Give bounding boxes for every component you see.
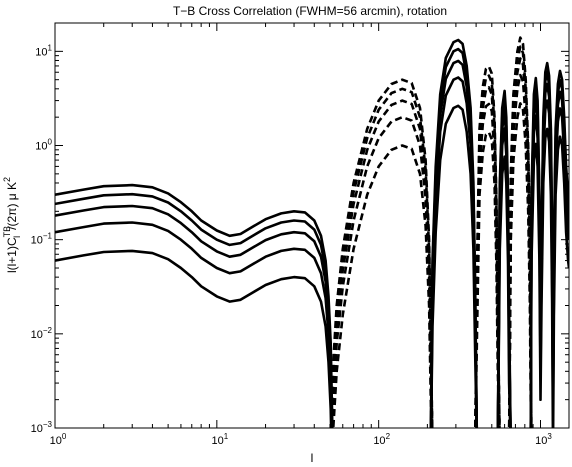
- series-3-segment-2: [330, 99, 434, 428]
- x-tick-label: 100: [50, 432, 67, 447]
- series-1-segment-2: [330, 78, 434, 428]
- chart-title: T−B Cross Correlation (FWHM=56 arcmin), …: [173, 4, 447, 18]
- series-5-segment-2: [331, 144, 434, 428]
- y-axis-label-tail-sup: 2: [2, 177, 12, 182]
- y-axis-label: l(l+1)CTBl /(2π) μ K2: [2, 177, 22, 273]
- y-tick-label: 10−3: [31, 420, 53, 435]
- y-axis-label-tail: /(2π) μ K: [5, 182, 19, 230]
- y-tick-label: 100: [35, 138, 52, 153]
- y-axis-label-sup: TB: [2, 226, 12, 238]
- series-5-segment-7: [529, 127, 569, 428]
- series-5-segment-1: [55, 249, 333, 428]
- series-layer: [55, 36, 569, 428]
- y-axis-label-base: l(l+1)C: [5, 237, 19, 273]
- y-axis-label-sub: l: [12, 236, 22, 238]
- plot-frame: [54, 22, 570, 429]
- y-tick-label: 101: [35, 43, 52, 58]
- y-tick-label: 10−1: [31, 232, 53, 247]
- series-5-segment-6: [507, 102, 533, 428]
- series-5-segment-5: [496, 155, 512, 428]
- series-3-segment-6: [507, 57, 533, 428]
- x-tick-label: 102: [373, 432, 390, 447]
- ticks-layer: 100 101 102 103 10−3 10−2 10−1 100 101: [31, 22, 569, 447]
- series-4-segment-1: [55, 221, 333, 428]
- series-3-segment-1: [55, 204, 334, 428]
- x-tick-label: 101: [211, 432, 228, 447]
- x-tick-label: 103: [535, 432, 552, 447]
- series-5-segment-4: [474, 131, 501, 428]
- y-tick-label: 10−2: [31, 326, 53, 341]
- series-2-segment-4: [474, 74, 501, 428]
- series-5-segment-3: [429, 104, 478, 428]
- series-2-segment-1: [55, 192, 334, 428]
- series-2-segment-6: [507, 45, 533, 428]
- x-axis-label: l: [311, 451, 314, 465]
- series-1-segment-6: [507, 36, 533, 428]
